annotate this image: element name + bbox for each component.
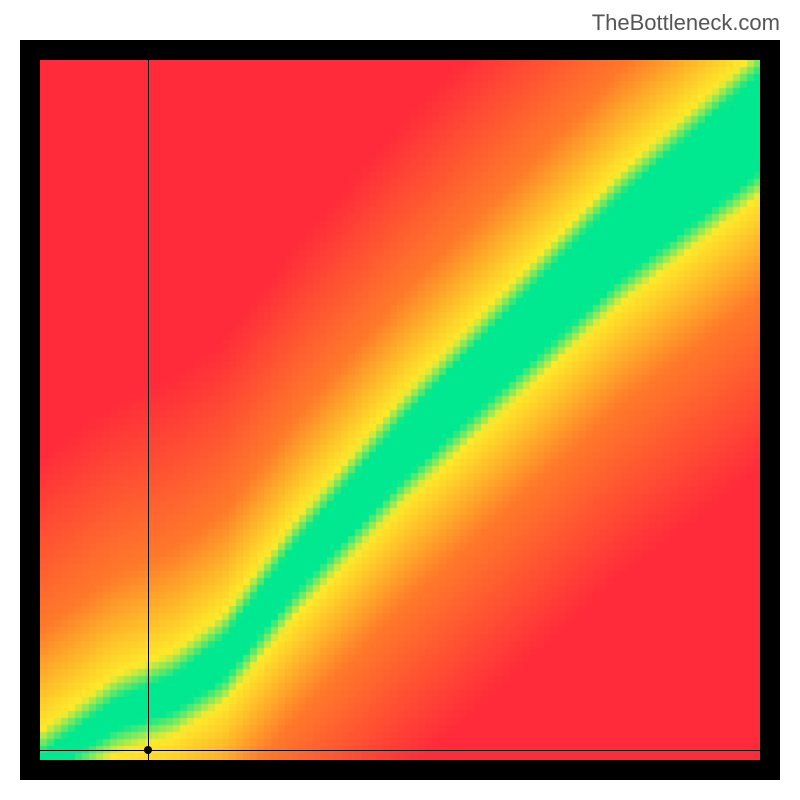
- crosshair-vertical: [148, 60, 149, 760]
- chart-container: TheBottleneck.com: [0, 0, 800, 800]
- crosshair-point: [144, 746, 152, 754]
- chart-frame: [20, 40, 780, 780]
- watermark-text: TheBottleneck.com: [592, 10, 780, 36]
